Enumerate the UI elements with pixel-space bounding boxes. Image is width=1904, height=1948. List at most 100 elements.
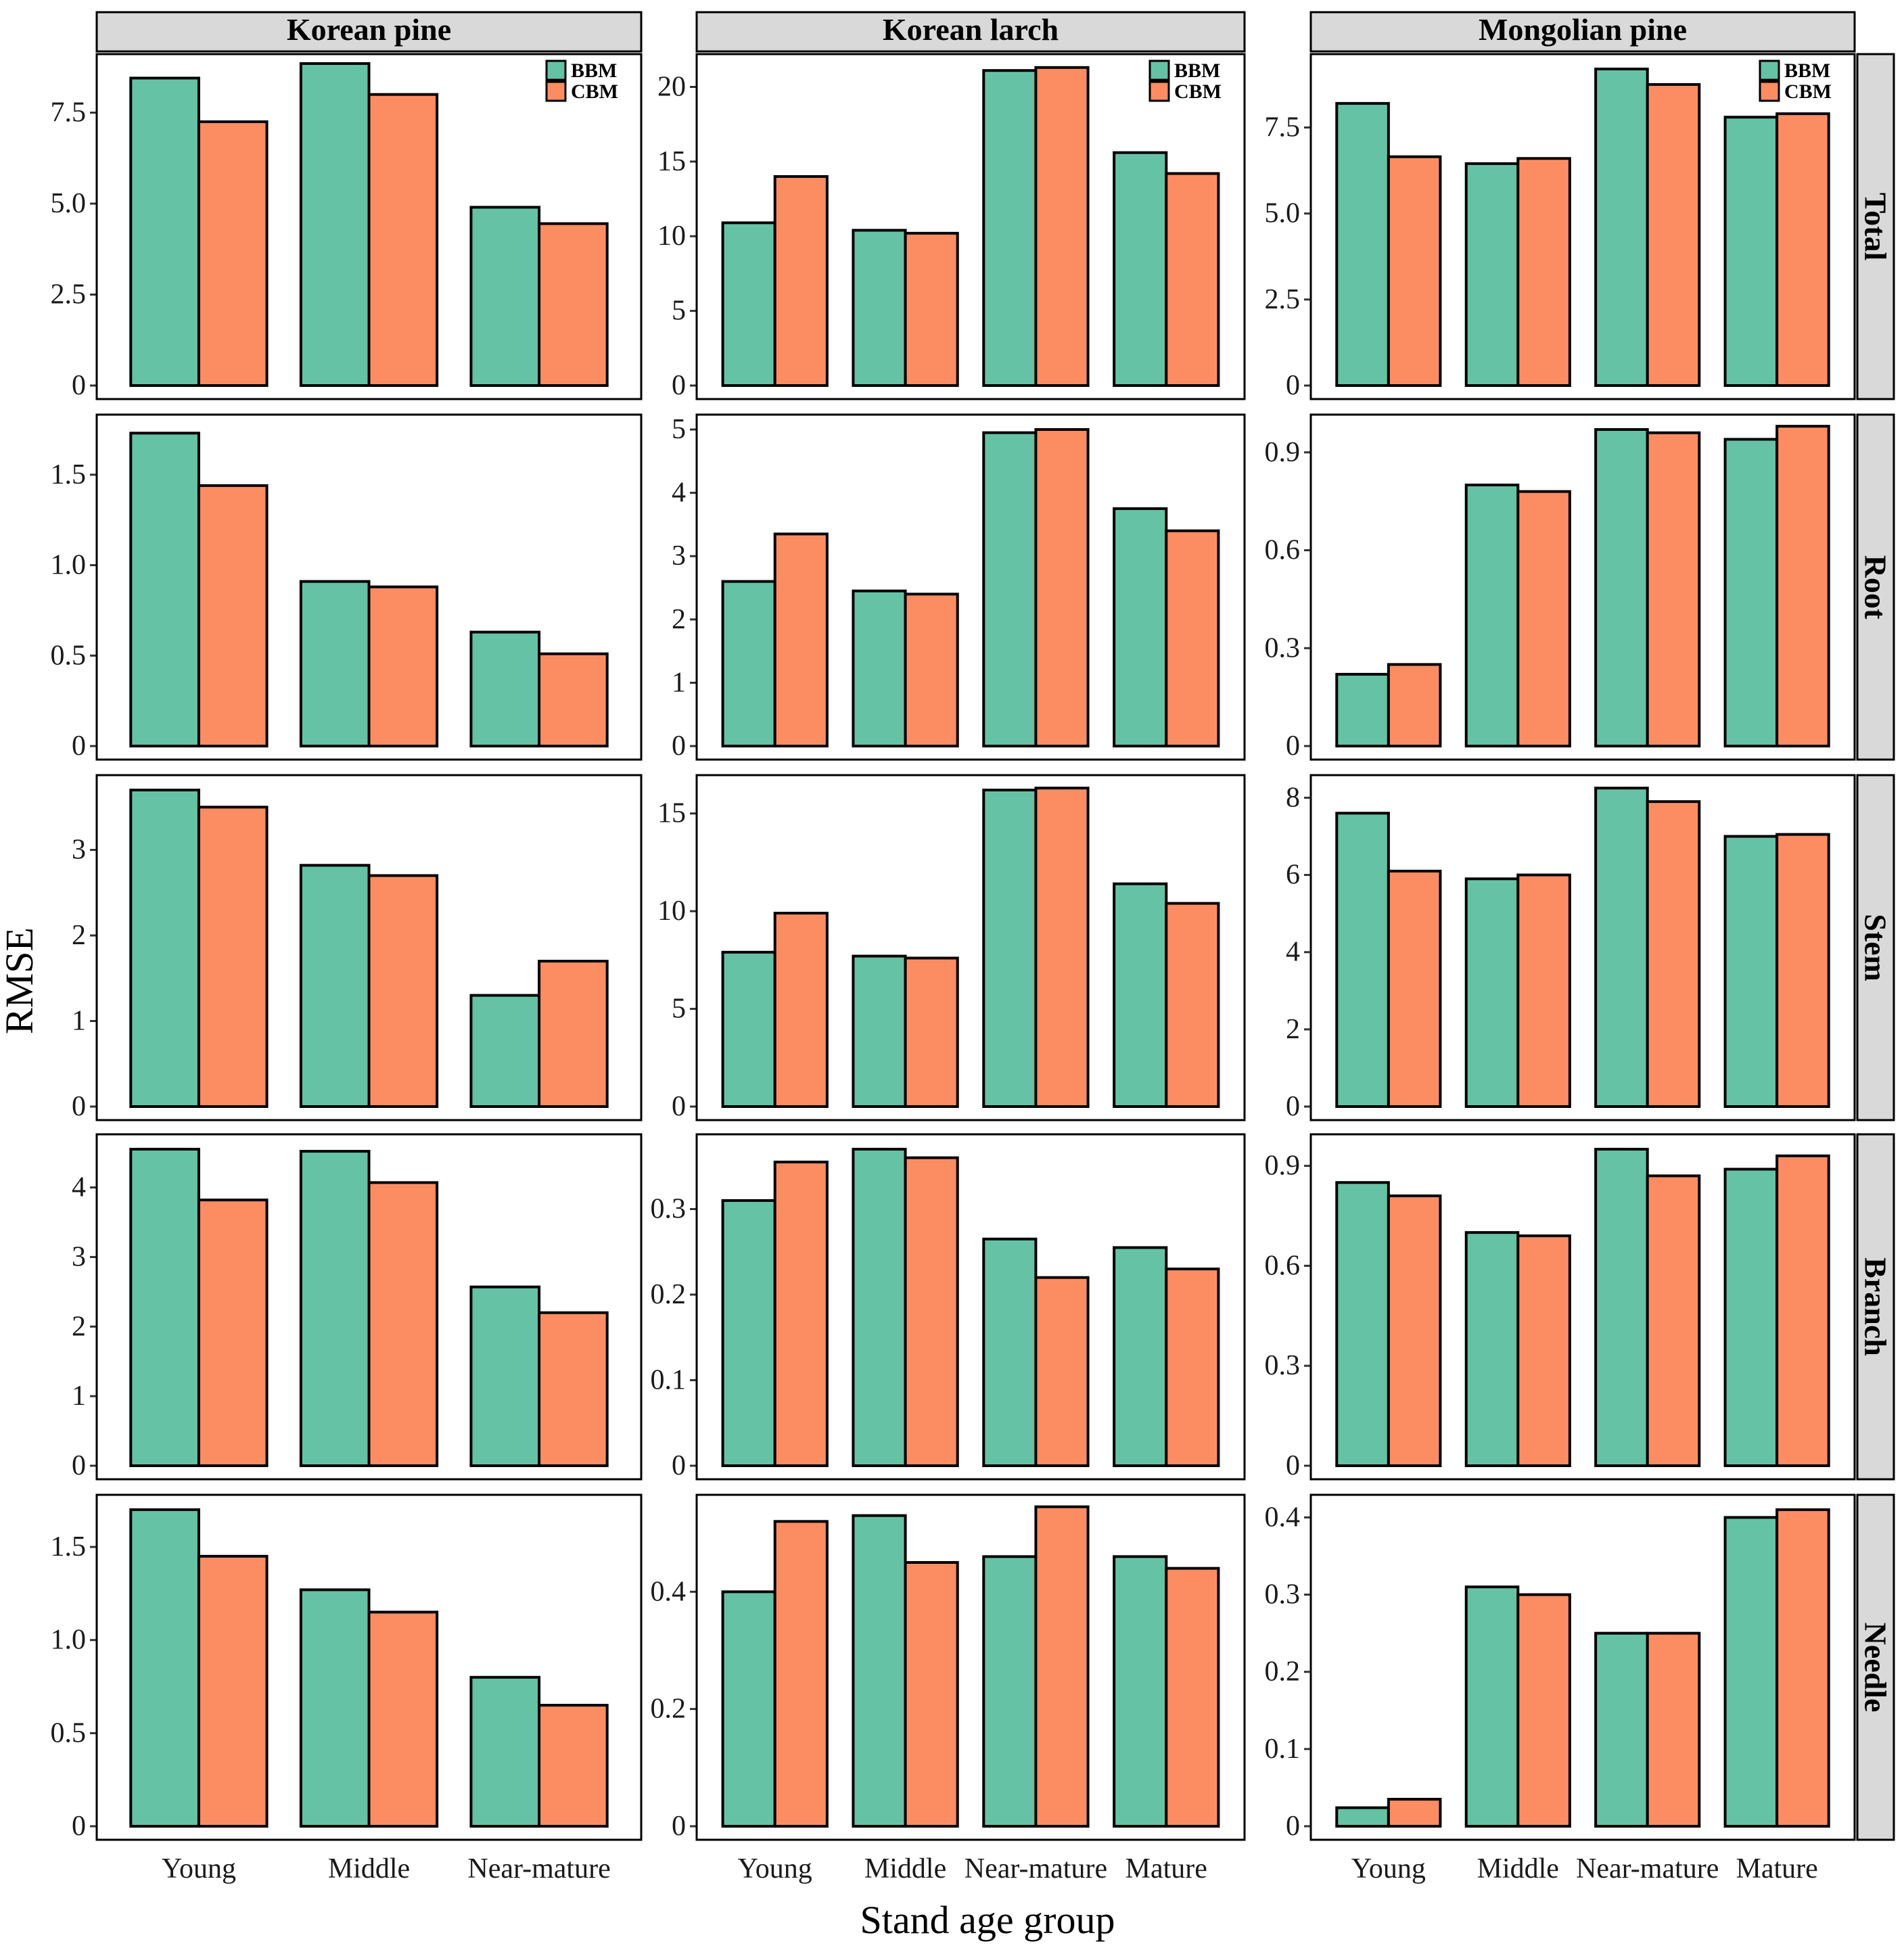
y-tick-label: 0.9: [1265, 437, 1301, 468]
y-tick-label: 5.0: [51, 188, 87, 219]
y-tick-label: 4: [1286, 937, 1300, 968]
bar-cbm-near-mature: [538, 652, 609, 748]
bar-cbm-mature: [1775, 833, 1830, 1108]
y-tick-label: 5: [672, 296, 686, 327]
bar-bbm-middle: [1464, 484, 1520, 747]
bar-bbm-near-mature: [982, 431, 1038, 747]
y-tick-label: 0: [72, 730, 86, 762]
y-tick-label: 0.5: [51, 640, 87, 671]
row-strip-stem: [1856, 774, 1895, 1121]
y-tick-label: 1: [72, 1006, 86, 1037]
x-tick-label-middle: Middle: [328, 1853, 410, 1884]
y-tick-label: 0.3: [651, 1194, 687, 1225]
panel-mongolian-pine-needle: 0 0.1 0.2 0.3 0.4: [1265, 1493, 1856, 1842]
y-tick-label: 7.5: [1265, 112, 1301, 143]
bar-bbm-young: [1335, 812, 1390, 1108]
y-tick-label: 15: [657, 146, 686, 177]
bar-cbm-middle: [904, 593, 959, 747]
bar-bbm-middle: [299, 1150, 371, 1467]
bar-bbm-near-mature: [1594, 787, 1649, 1109]
y-axis-title: RMSE: [0, 927, 41, 1034]
bar-cbm-mature: [1165, 902, 1220, 1108]
bar-cbm-near-mature: [1034, 66, 1090, 387]
bar-cbm-young: [197, 484, 269, 747]
bar-bbm-young: [721, 580, 776, 748]
panel-border: [1309, 53, 1856, 400]
bar-cbm-middle: [904, 231, 959, 388]
y-tick-label: 0.6: [1265, 535, 1301, 566]
legend-label-bbm: BBM: [1174, 60, 1220, 82]
x-tick-label-young: Young: [738, 1853, 812, 1884]
row-strips: Total Root Stem Branch Needle: [1856, 53, 1895, 1841]
bar-cbm-young: [773, 1160, 829, 1468]
legend-label-cbm: CBM: [571, 80, 618, 103]
y-tick-label: 2: [1286, 1014, 1300, 1045]
bar-cbm-young: [1387, 663, 1442, 748]
panel-korean-larch-branch: 0 0.1 0.2 0.3: [651, 1133, 1246, 1481]
bar-bbm-mature: [1723, 1516, 1779, 1828]
y-tick-label: 0.4: [1265, 1502, 1301, 1533]
bar-cbm-near-mature: [538, 959, 609, 1109]
panel-mongolian-pine-root: 0 0.3 0.6 0.9: [1265, 413, 1856, 762]
y-tick-label: 8: [1286, 782, 1300, 813]
y-tick-label: 0: [72, 1450, 86, 1481]
legend-label-bbm: BBM: [1784, 60, 1830, 82]
y-tick-label: 3: [72, 835, 86, 866]
y-tick-label: 0.6: [1265, 1250, 1301, 1281]
bar-cbm-young: [773, 1520, 829, 1828]
bar-bbm-middle: [852, 1148, 907, 1467]
bar-cbm-near-mature: [1646, 1631, 1701, 1828]
bar-bbm-near-mature: [982, 1555, 1038, 1828]
y-tick-label: 0.1: [651, 1365, 687, 1396]
bar-cbm-mature: [1165, 1567, 1220, 1828]
x-tick-label-near-mature: Near-mature: [965, 1853, 1107, 1884]
legend-key-bbm: [1759, 60, 1780, 81]
y-tick-label: 15: [657, 798, 686, 829]
bar-bbm-young: [1335, 1806, 1390, 1828]
bar-bbm-near-mature: [1594, 1148, 1649, 1467]
y-tick-label: 0.3: [1265, 632, 1301, 664]
panel-korean-pine-total: 0 2.5 5.0 7.5: [51, 53, 643, 401]
bar-cbm-middle: [904, 956, 959, 1109]
bar-cbm-young: [197, 806, 269, 1108]
panel-mongolian-pine-total: 0 2.5 5.0 7.5: [1265, 53, 1856, 401]
bar-bbm-young: [129, 76, 200, 387]
panel-border: [95, 53, 643, 400]
bar-bbm-middle: [852, 589, 907, 747]
bar-bbm-young: [721, 1590, 776, 1828]
bar-bbm-young: [1335, 672, 1390, 747]
bar-bbm-young: [129, 432, 200, 747]
legend-label-bbm: BBM: [571, 60, 617, 82]
y-tick-label: 2: [672, 604, 686, 635]
bar-bbm-near-mature: [1594, 68, 1649, 387]
x-tick-label-middle: Middle: [1477, 1853, 1559, 1884]
y-tick-label: 0.2: [651, 1279, 687, 1310]
bar-cbm-middle: [367, 93, 439, 387]
bar-cbm-mature: [1165, 529, 1220, 747]
panel-korean-pine-branch: 0 1 2 3 4: [72, 1133, 643, 1481]
y-tick-label: 0: [1286, 1811, 1300, 1842]
bar-bbm-near-mature: [469, 206, 541, 387]
y-tick-label: 2: [72, 920, 86, 951]
bar-bbm-mature: [1723, 116, 1779, 388]
panel-mongolian-pine-stem: 0 2 4 6 8: [1286, 774, 1856, 1122]
bar-bbm-middle: [1464, 162, 1520, 388]
bar-cbm-middle: [904, 1156, 959, 1468]
column-strips: Korean pine Korean larch Mongolian pine: [95, 11, 1856, 53]
panel-korean-larch-needle: 0 0.2 0.4: [651, 1493, 1246, 1842]
bar-bbm-young: [129, 1508, 200, 1828]
bar-bbm-young: [129, 789, 200, 1108]
y-tick-label: 0: [72, 370, 86, 401]
panel-border: [695, 774, 1246, 1121]
y-tick-label: 1.5: [51, 459, 87, 490]
bar-cbm-mature: [1165, 1268, 1220, 1467]
y-tick-label: 0.3: [1265, 1579, 1301, 1610]
y-tick-label: 3: [672, 540, 686, 572]
panels: 02.55.07.50510152002.55.07.500.51.01.501…: [51, 53, 1856, 1842]
panel-border: [1309, 1493, 1856, 1841]
panel-border: [95, 1133, 643, 1481]
bar-cbm-mature: [1775, 1508, 1830, 1828]
y-tick-label: 0.5: [51, 1717, 87, 1748]
panel-border: [695, 1493, 1246, 1841]
bar-bbm-middle: [299, 62, 371, 388]
